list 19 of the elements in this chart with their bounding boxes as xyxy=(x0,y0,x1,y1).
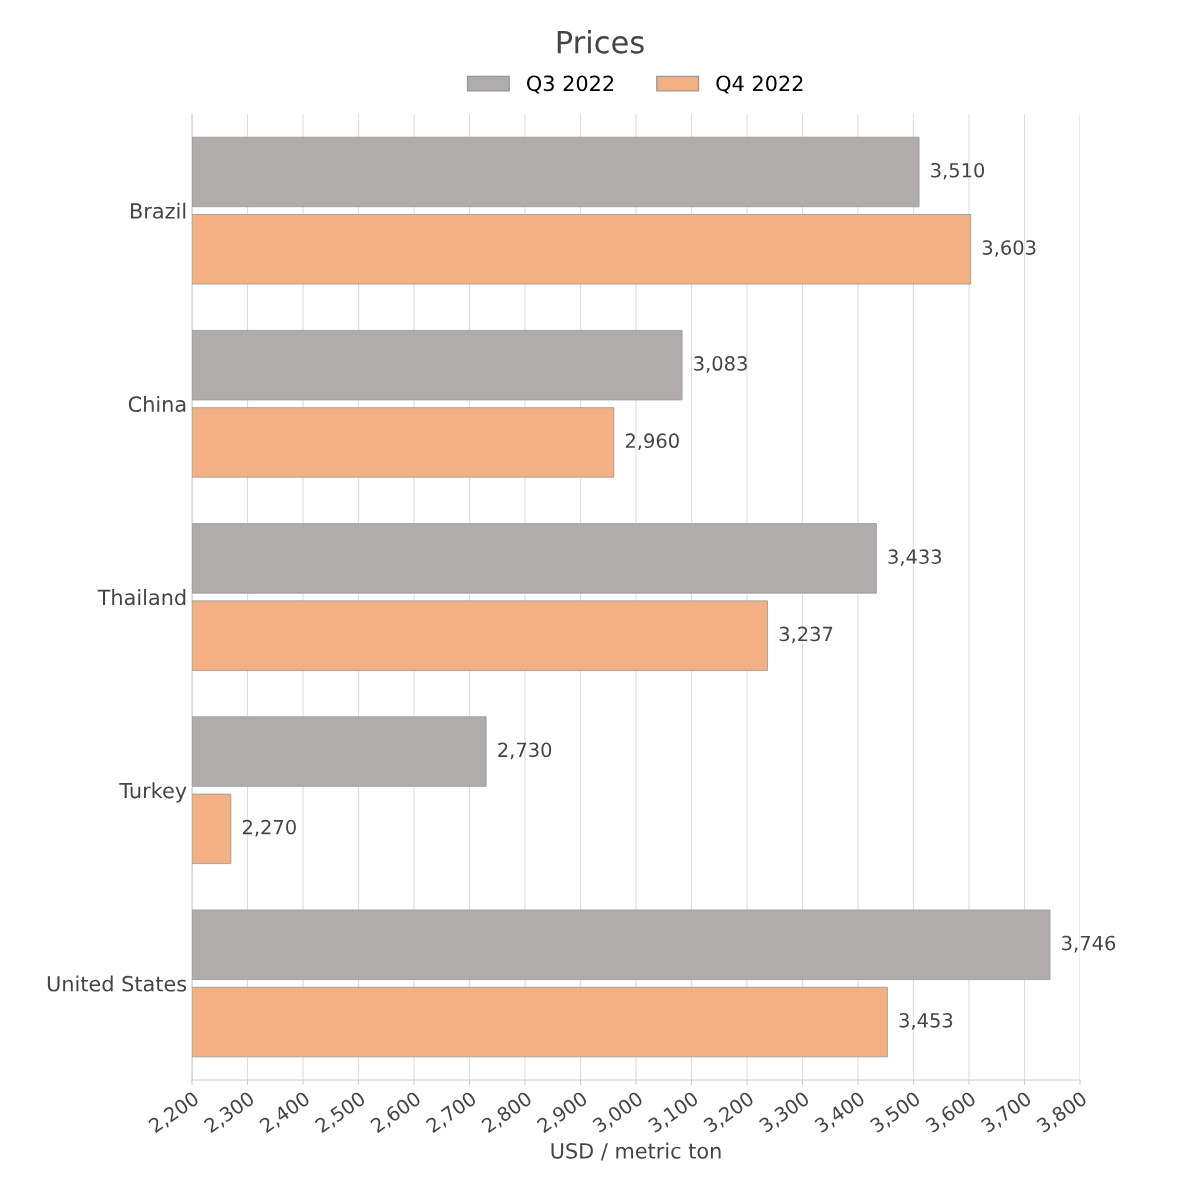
data-label: 3,083 xyxy=(694,356,747,373)
x-axis-title: USD / metric ton xyxy=(551,1142,721,1161)
legend-label: Q4 2022 xyxy=(716,75,803,94)
data-label: 3,453 xyxy=(899,1012,953,1030)
y-tick-label: Brazil xyxy=(131,202,186,219)
data-label: 3,746 xyxy=(1062,935,1116,953)
y-tick-label: China xyxy=(128,395,186,413)
y-tick-label: Turkey xyxy=(119,782,187,803)
data-label: 2,960 xyxy=(625,433,679,451)
data-label: 2,730 xyxy=(498,742,552,760)
data-label: 3,237 xyxy=(779,626,833,644)
data-label: 2,270 xyxy=(242,819,296,837)
data-label: 3,510 xyxy=(931,162,985,180)
chart-title: Prices xyxy=(557,30,644,54)
data-label: 3,433 xyxy=(888,549,942,566)
legend-label: Q3 2022 xyxy=(527,75,614,94)
y-tick-label: Thailand xyxy=(97,589,186,606)
data-label: 3,603 xyxy=(982,240,1036,257)
y-tick-label: United States xyxy=(47,975,187,992)
